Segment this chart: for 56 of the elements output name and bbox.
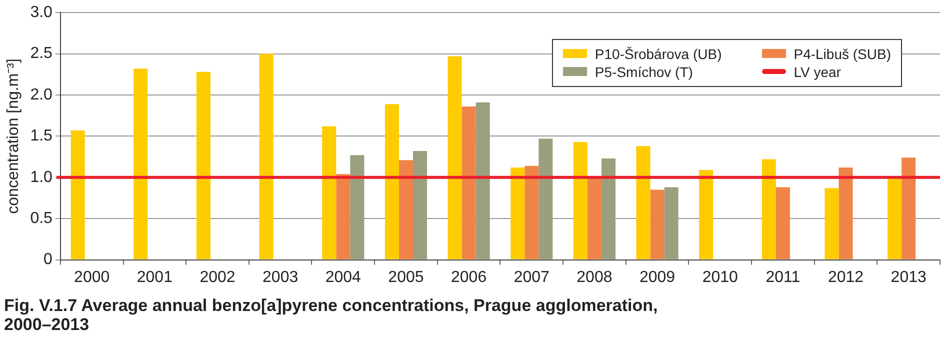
bar: [476, 102, 490, 260]
bar: [350, 155, 364, 260]
y-tick-label: 2.0: [30, 86, 53, 104]
bar: [538, 138, 553, 260]
x-tick-label: 2000: [74, 268, 110, 286]
y-tick-label: 1.0: [30, 168, 53, 186]
y-tick-label: 3.0: [30, 4, 53, 22]
y-axis-title: concentration [ng.m⁻³]: [5, 58, 22, 214]
bar: [601, 158, 616, 260]
x-tick-label: 2004: [325, 268, 362, 286]
bar: [70, 130, 85, 260]
x-tick-label: 2006: [451, 268, 487, 286]
bar: [699, 170, 714, 260]
bar: [259, 54, 274, 260]
x-tick-label: 2012: [828, 268, 864, 286]
bar: [413, 151, 428, 260]
bar: [336, 174, 350, 260]
bar: [573, 142, 588, 260]
x-tick-label: 2005: [388, 268, 424, 286]
y-tick-label: 0: [44, 251, 53, 268]
bar: [762, 159, 776, 260]
y-tick-label: 0.5: [30, 210, 53, 228]
bar: [448, 56, 462, 260]
x-tick-label: 2010: [702, 268, 738, 286]
x-tick-label: 2001: [136, 268, 173, 286]
bar: [664, 187, 678, 260]
bar: [587, 176, 602, 260]
bar: [384, 104, 399, 260]
text: Fig. V.1.7 Average annual benzo[a]pyrene concentrations, Prague agglomeration, 2000–2013: [4, 296, 659, 334]
bar: [134, 68, 148, 260]
bar: [824, 188, 839, 260]
legend-label: P10-Šrobárova (UB): [594, 46, 722, 62]
bar: [196, 72, 210, 260]
bar: [650, 190, 664, 260]
bar: [902, 158, 916, 260]
bar: [322, 126, 336, 260]
bar: [398, 160, 413, 260]
bar: [636, 146, 650, 260]
x-tick-label: 2013: [890, 268, 926, 286]
bar: [888, 179, 902, 260]
bar: [776, 187, 790, 260]
x-tick-label: 2002: [200, 268, 236, 286]
x-tick-label: 2011: [766, 268, 800, 286]
bar: [838, 168, 853, 260]
legend-label: P5-Smíchov (T): [594, 64, 693, 80]
legend-label: LV year: [794, 64, 841, 80]
legend-label: P4-Libuš (SUB): [794, 46, 891, 62]
bar: [524, 166, 539, 260]
x-tick-label: 2009: [639, 268, 676, 286]
bar: [510, 168, 525, 260]
x-tick-label: 2003: [262, 268, 298, 286]
bar: [462, 106, 476, 260]
x-tick-label: 2007: [514, 268, 550, 286]
x-tick-label: 2008: [576, 268, 612, 286]
y-tick-label: 2.5: [30, 45, 53, 62]
y-tick-label: 1.5: [30, 128, 53, 145]
